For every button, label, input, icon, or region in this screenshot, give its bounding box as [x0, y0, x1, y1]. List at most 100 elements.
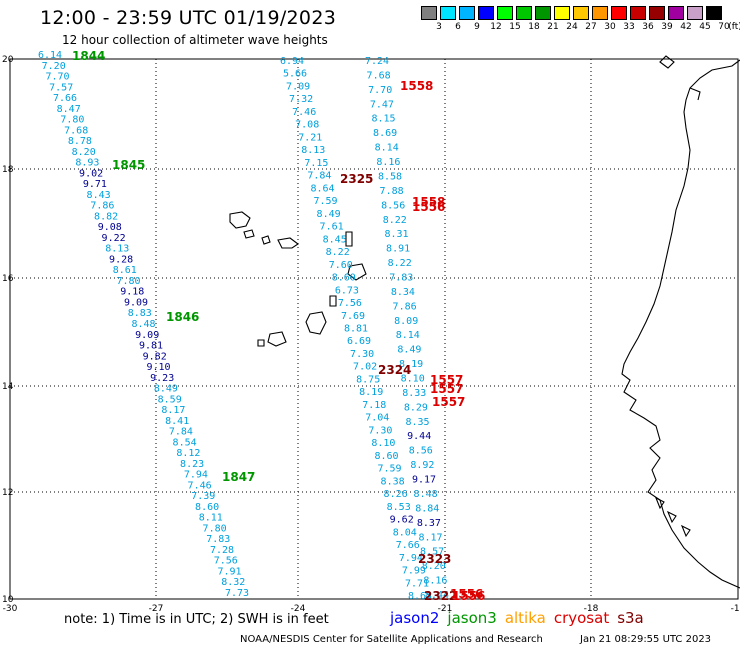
wave-height-label: 7.83 [206, 534, 230, 545]
pass-labels: 1844 1845 1846 1847 2325 2324 2323 2322 1558 1558… [72, 49, 485, 603]
wave-height-label: 8.14 [375, 143, 399, 154]
wave-height-label: 8.10 [401, 374, 425, 385]
scale-swatch [440, 6, 456, 20]
altimeter-tracks: 6.147.207.707.577.668.477.807.688.788.20… [38, 50, 449, 602]
wave-height-label: 6.73 [335, 285, 359, 296]
wave-height-label: 7.70 [368, 85, 392, 96]
wave-height-label: 7.71 [405, 578, 429, 589]
wave-height-label: 9.08 [98, 222, 122, 233]
wave-height-label: 7.70 [45, 72, 69, 83]
satellite-legend-jason2: jason2 [390, 609, 440, 627]
scale-label: 42 [680, 22, 692, 32]
island-santa-luzia [261, 235, 271, 245]
wave-height-label: 7.46 [188, 480, 212, 491]
wave-height-label: 7.56 [338, 298, 362, 309]
wave-height-label: 7.32 [289, 94, 313, 105]
island-maio [329, 295, 337, 307]
wave-height-label: 7.80 [203, 523, 227, 534]
wave-height-label: 8.54 [173, 437, 197, 448]
pass-number-label: 2323 [418, 552, 451, 566]
wave-height-label: 8.91 [386, 244, 410, 255]
wave-height-label: 7.73 [225, 588, 249, 599]
pass-number-label: 1844 [72, 49, 105, 63]
island-sao-vicente [243, 229, 255, 239]
island-brava [257, 339, 265, 347]
wave-height-label: 7.04 [365, 413, 389, 424]
scale-swatch [478, 6, 494, 20]
wave-height-label: 8.17 [161, 405, 185, 416]
wave-height-label: 9.17 [412, 475, 436, 486]
wave-height-label: 8.59 [158, 394, 182, 405]
wave-height-label: 8.32 [221, 577, 245, 588]
pass-number-label: 2324 [378, 363, 411, 377]
wave-height-label: 7.59 [377, 464, 401, 475]
scale-label: 21 [547, 22, 559, 32]
scale-label: 3 [436, 22, 442, 32]
wave-height-label: 8.35 [405, 417, 429, 428]
lat-lon-grid [9, 58, 739, 600]
wave-height-label: 8.56 [381, 200, 405, 211]
islet-bijagos-2 [666, 510, 677, 524]
wave-height-label: 7.20 [42, 61, 66, 72]
scale-label: 36 [642, 22, 654, 32]
wave-height-label: 7.84 [169, 427, 193, 438]
scale-label: 30 [604, 22, 616, 32]
scale-unit: (ft) [728, 22, 740, 32]
wave-height-label: 7.09 [286, 82, 310, 93]
latitude-tick-label: 16 [2, 274, 14, 284]
island-fogo [267, 331, 287, 347]
credit-line: NOAA/NESDIS Center for Satellite Applica… [240, 634, 543, 645]
track-1556-1558: 7.24 7.68 7.70 7.47 8.15 8.69 8.14 8.16 8.58 7.88… [365, 56, 449, 601]
wave-height-label: 7.28 [210, 545, 234, 556]
wave-height-label: 7.60 [329, 260, 353, 271]
island-sao-nicolau [277, 237, 299, 249]
scale-swatch [421, 6, 437, 20]
scale-label: 6 [455, 22, 461, 32]
scale-swatch [516, 6, 532, 20]
wave-height-label: 8.15 [371, 114, 395, 125]
wave-height-label: 9.44 [407, 431, 431, 442]
pass-number-label: 1558 [412, 195, 445, 209]
island-santo-antao [229, 211, 251, 229]
scale-swatch [592, 6, 608, 20]
scale-label: 9 [474, 22, 480, 32]
wave-height-label: 5.66 [283, 69, 307, 80]
wave-height-label: 8.60 [374, 451, 398, 462]
wave-height-label: 6.94 [280, 56, 304, 67]
wave-height-label: 8.82 [94, 211, 118, 222]
satellite-legend-s3a: s3a [617, 609, 644, 627]
wave-height-label: 8.47 [57, 104, 81, 115]
island-sal [345, 231, 353, 247]
wave-height-label: 8.34 [391, 287, 415, 298]
wave-height-label: 7.80 [116, 276, 140, 287]
pass-number-label: 1556 [450, 587, 483, 601]
wave-height-label: 8.93 [75, 158, 99, 169]
longitude-tick-label: -18 [584, 604, 599, 614]
wave-height-label: 7.61 [320, 222, 344, 233]
wave-height-label: 7.68 [367, 70, 391, 81]
pass-number-label: 1558 [400, 79, 433, 93]
wave-height-label: 7.91 [217, 567, 241, 578]
pass-number-label: 1556 [452, 589, 485, 603]
wave-height-label: 7.59 [313, 196, 337, 207]
wave-height-label: 8.78 [68, 136, 92, 147]
wave-height-label: 9.62 [390, 515, 414, 526]
scale-label: 27 [585, 22, 597, 32]
wave-height-label: 8.16 [376, 157, 400, 168]
wave-height-label: 8.64 [310, 183, 334, 194]
wave-height-label: 7.99 [402, 566, 426, 577]
latitude-tick-label: 10 [2, 595, 14, 605]
wave-height-label: 8.26 [384, 489, 408, 500]
wave-height-label: 9.10 [146, 362, 170, 373]
wave-height-label: 8.22 [326, 247, 350, 258]
pass-number-label: 1846 [166, 310, 199, 324]
scale-swatch [668, 6, 684, 20]
wave-height-label: 8.04 [393, 527, 417, 538]
wave-height-label: 9.09 [124, 298, 148, 309]
wave-height-label: 7.94 [184, 470, 208, 481]
scale-label: 33 [623, 22, 635, 32]
wave-height-label: 8.13 [301, 145, 325, 156]
wave-height-label: 7.47 [370, 99, 394, 110]
scale-swatch [535, 6, 551, 20]
scale-label: 12 [490, 22, 502, 32]
